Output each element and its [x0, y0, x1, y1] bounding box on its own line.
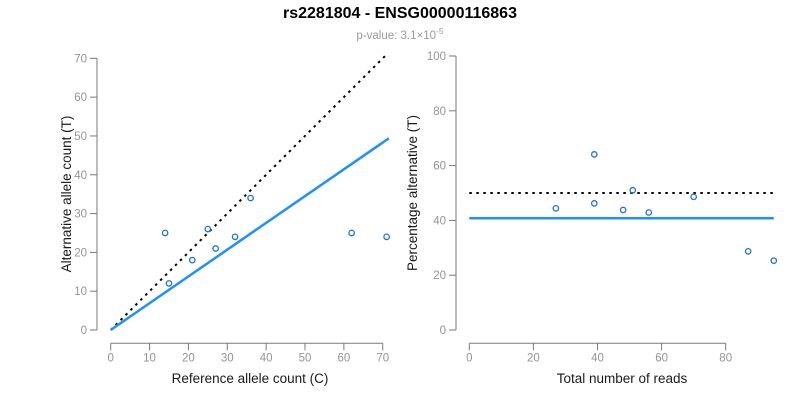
- y-tick-label: 10: [74, 286, 87, 298]
- y-tick-label: 60: [74, 92, 87, 104]
- y-tick-label: 60: [433, 161, 446, 173]
- y-tick-label: 0: [81, 325, 87, 337]
- data-point: [348, 229, 355, 237]
- data-point: [645, 209, 653, 216]
- data-point: [629, 186, 637, 194]
- y-tick-label: 40: [433, 215, 446, 227]
- plot-title: rs2281804 - ENSG00000116863: [283, 5, 517, 22]
- dotted-reference-line: [109, 52, 389, 331]
- data-point: [188, 256, 196, 264]
- x-axis-title: Reference allele count (C): [172, 371, 329, 386]
- x-tick-label: 0: [466, 352, 472, 364]
- data-point: [770, 257, 778, 265]
- right-plot: 0 20 40 60 80 100 0 20 40 60 80 Total number of rea…: [405, 51, 778, 386]
- y-tick-label: 100: [427, 51, 446, 63]
- data-point: [161, 229, 169, 237]
- left-plot: 0 10 20 30 40 50 60 70 0 10 20 30 40 50 60 70 Reference …: [59, 52, 390, 386]
- data-point: [619, 206, 627, 214]
- y-axis-title: Percentage alternative (T): [405, 115, 420, 271]
- x-tick-label: 40: [260, 352, 273, 364]
- y-tick-label: 40: [74, 170, 87, 182]
- x-tick-label: 0: [107, 352, 113, 364]
- plot-subtitle: p-value: 3.1×10-5: [0, 26, 800, 42]
- y-tick-label: 0: [440, 325, 446, 337]
- data-point: [212, 245, 219, 252]
- x-tick-label: 60: [337, 352, 350, 364]
- y-tick-label: 30: [74, 209, 87, 221]
- data-point: [383, 233, 390, 241]
- data-point: [204, 225, 212, 233]
- fit-line: [109, 137, 390, 332]
- y-tick-label: 80: [433, 106, 446, 118]
- x-tick-label: 10: [143, 352, 156, 364]
- x-tick-label: 20: [527, 352, 540, 364]
- subtitle-exponent: -5: [436, 26, 444, 36]
- x-tick-label: 40: [591, 352, 604, 364]
- data-point: [165, 280, 173, 287]
- data-point: [590, 151, 598, 158]
- y-tick-label: 50: [74, 131, 87, 143]
- y-tick-label: 20: [74, 247, 87, 259]
- y-tick-label: 70: [74, 53, 87, 65]
- x-tick-label: 30: [221, 352, 234, 364]
- subtitle-text: p-value: 3.1×10: [356, 29, 437, 42]
- data-point: [690, 193, 698, 201]
- x-tick-label: 80: [719, 352, 732, 364]
- data-point: [247, 194, 254, 202]
- data-point: [590, 200, 598, 207]
- x-tick-label: 70: [376, 352, 389, 364]
- x-tick-label: 20: [182, 352, 195, 364]
- x-tick-label: 50: [299, 352, 312, 364]
- y-tick-label: 20: [433, 270, 446, 282]
- x-tick-label: 60: [655, 352, 668, 364]
- data-point: [744, 248, 752, 255]
- data-point: [231, 233, 239, 241]
- x-axis-title: Total number of reads: [557, 371, 688, 386]
- data-point: [552, 204, 560, 212]
- y-axis-title: Alternative allele count (T): [59, 116, 74, 273]
